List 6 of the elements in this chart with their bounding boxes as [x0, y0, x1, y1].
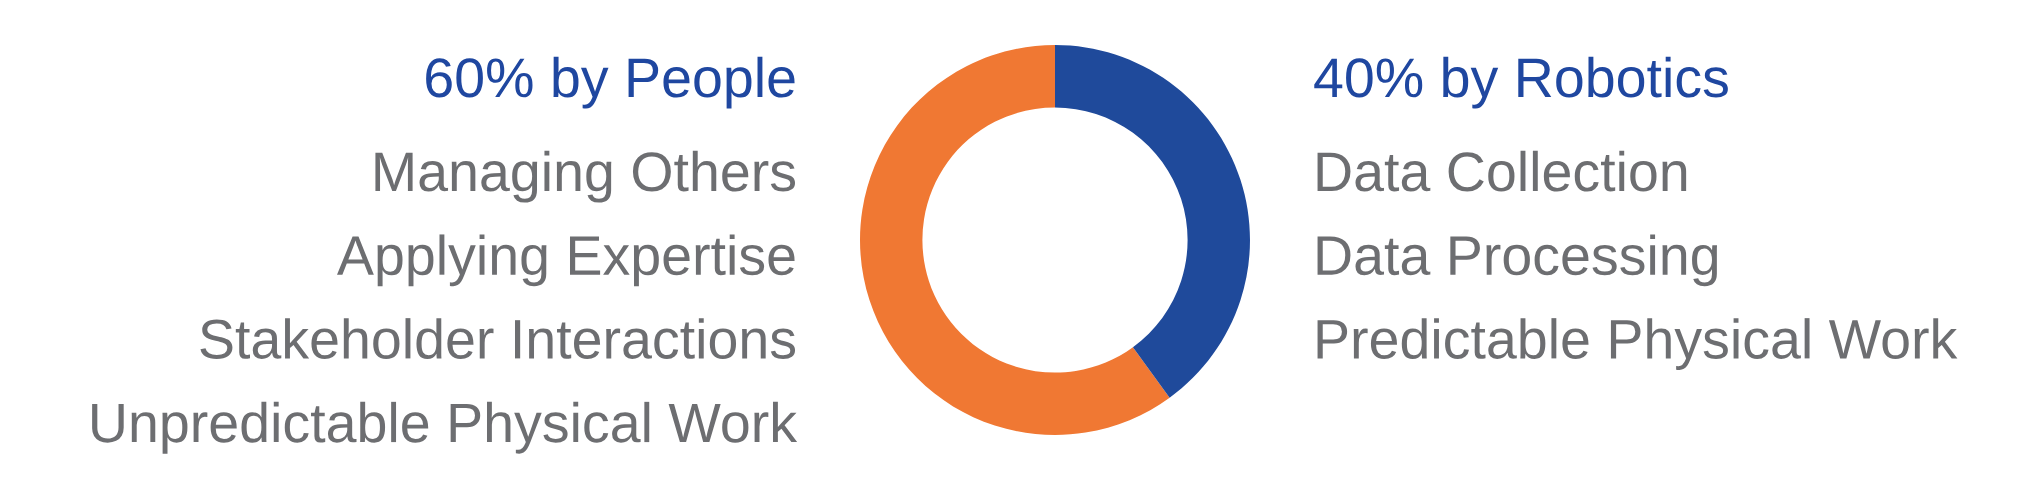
text: Data Collection Data Processing Predictable Physical Work: [1317, 150, 1958, 370]
donut-slice: [1055, 45, 1250, 398]
slice-label: 60% by People: [426, 56, 795, 109]
text: Managing Others Applying Expertise Stakeholder Interactions Unpredictable Physical Work: [92, 150, 798, 454]
slice-label: 40% by Robotics: [1314, 56, 1728, 109]
donut-slice: [860, 45, 1170, 435]
